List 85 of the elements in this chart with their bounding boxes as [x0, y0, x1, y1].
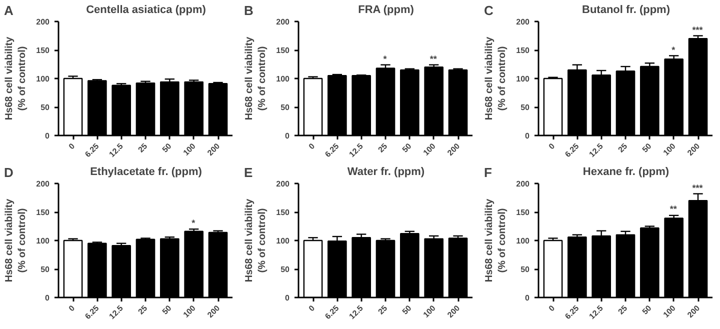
chart-title: FRA (ppm) [358, 3, 414, 18]
x-tick-label: 200 [686, 303, 702, 320]
x-tick-label: 200 [206, 303, 222, 320]
annotation: ** [670, 204, 677, 214]
annotation: * [383, 54, 387, 64]
x-tick-label: 50 [160, 303, 174, 316]
x-tick-label: 50 [400, 141, 414, 154]
y-tick-label: 100 [276, 74, 290, 84]
x-tick-label: 200 [686, 141, 702, 158]
text: E [244, 164, 253, 182]
y-tick-label: 0 [285, 132, 290, 140]
y-tick-label: 200 [276, 180, 290, 188]
x-tick-label: 100 [662, 303, 678, 320]
x-tick-label: 25 [616, 141, 630, 154]
text: D [4, 164, 14, 182]
x-tick-label: 100 [422, 303, 438, 320]
y-tick-label: 50 [40, 103, 50, 112]
x-tick-label: 25 [376, 303, 390, 316]
chart-title: Hexane fr. (ppm) [582, 165, 670, 180]
x-tick-label: 50 [400, 303, 414, 316]
x-tick-label: 100 [182, 141, 198, 158]
y-tick-label: 50 [40, 265, 50, 274]
text: F [484, 164, 492, 182]
y-tick-label: 200 [516, 18, 530, 26]
annotation: *** [692, 183, 703, 194]
y-tick-label: 50 [280, 103, 290, 112]
y-axis-title: Hs68 cell viability (% of control) [484, 198, 508, 282]
y-tick-label: 50 [520, 103, 530, 112]
y-tick-label: 50 [280, 265, 290, 274]
x-tick-label: 25 [616, 303, 630, 316]
y-tick-label: 150 [516, 208, 530, 217]
annotation: * [672, 44, 676, 55]
x-tick-label: 25 [376, 141, 390, 154]
y-tick-label: 0 [525, 132, 530, 140]
text: A [4, 2, 14, 20]
x-tick-label: 100 [662, 141, 678, 158]
y-tick-label: 0 [45, 294, 50, 302]
x-tick-label: 100 [182, 303, 198, 320]
chart-title: Ethylacetate fr. (ppm) [90, 165, 202, 180]
annotation: * [192, 218, 196, 228]
y-tick-label: 100 [36, 74, 50, 84]
x-tick-label: 100 [422, 141, 438, 158]
y-axis-title: Hs68 cell viability (% of control) [4, 36, 28, 120]
annotation: *** [692, 24, 703, 35]
x-tick-label: 50 [640, 141, 654, 154]
x-tick-label: 0 [67, 303, 77, 314]
y-tick-label: 200 [276, 18, 290, 26]
annotation: ** [430, 54, 437, 64]
y-tick-label: 150 [36, 208, 50, 217]
y-tick-label: 100 [36, 236, 50, 246]
y-tick-label: 200 [36, 18, 50, 26]
y-tick-label: 200 [36, 180, 50, 188]
x-tick-label: 200 [446, 303, 462, 320]
y-axis-title: Hs68 cell viability (% of control) [244, 198, 268, 282]
y-tick-label: 100 [516, 74, 530, 84]
y-tick-label: 150 [276, 208, 290, 217]
x-tick-label: 50 [640, 303, 654, 316]
chart-title: Centella asiatica (ppm) [86, 3, 206, 18]
y-axis-title: Hs68 cell viability (% of control) [4, 198, 28, 282]
y-axis-title: Hs68 cell viability (% of control) [484, 36, 508, 120]
x-tick-label: 0 [547, 303, 557, 314]
x-tick-label: 0 [307, 303, 317, 314]
y-tick-label: 100 [276, 236, 290, 246]
y-tick-label: 200 [516, 180, 530, 188]
y-tick-label: 0 [525, 294, 530, 302]
x-tick-label: 0 [307, 141, 317, 152]
y-axis-title: Hs68 cell viability (% of control) [244, 36, 268, 120]
x-tick-label: 200 [446, 141, 462, 158]
y-tick-label: 150 [36, 46, 50, 55]
y-tick-label: 100 [516, 236, 530, 246]
x-tick-label: 50 [160, 141, 174, 154]
y-tick-label: 0 [45, 132, 50, 140]
x-tick-label: 25 [136, 303, 150, 316]
y-tick-label: 150 [276, 46, 290, 55]
x-tick-label: 25 [136, 141, 150, 154]
chart-title: Water fr. (ppm) [347, 165, 425, 180]
y-tick-label: 0 [285, 294, 290, 302]
x-tick-label: 200 [206, 141, 222, 158]
y-tick-label: 150 [516, 46, 530, 55]
y-tick-label: 50 [520, 265, 530, 274]
x-tick-label: 0 [547, 141, 557, 152]
text: B [244, 2, 254, 20]
chart-title: Butanol fr. (ppm) [582, 3, 670, 18]
x-tick-label: 0 [67, 141, 77, 152]
text: C [484, 2, 494, 20]
